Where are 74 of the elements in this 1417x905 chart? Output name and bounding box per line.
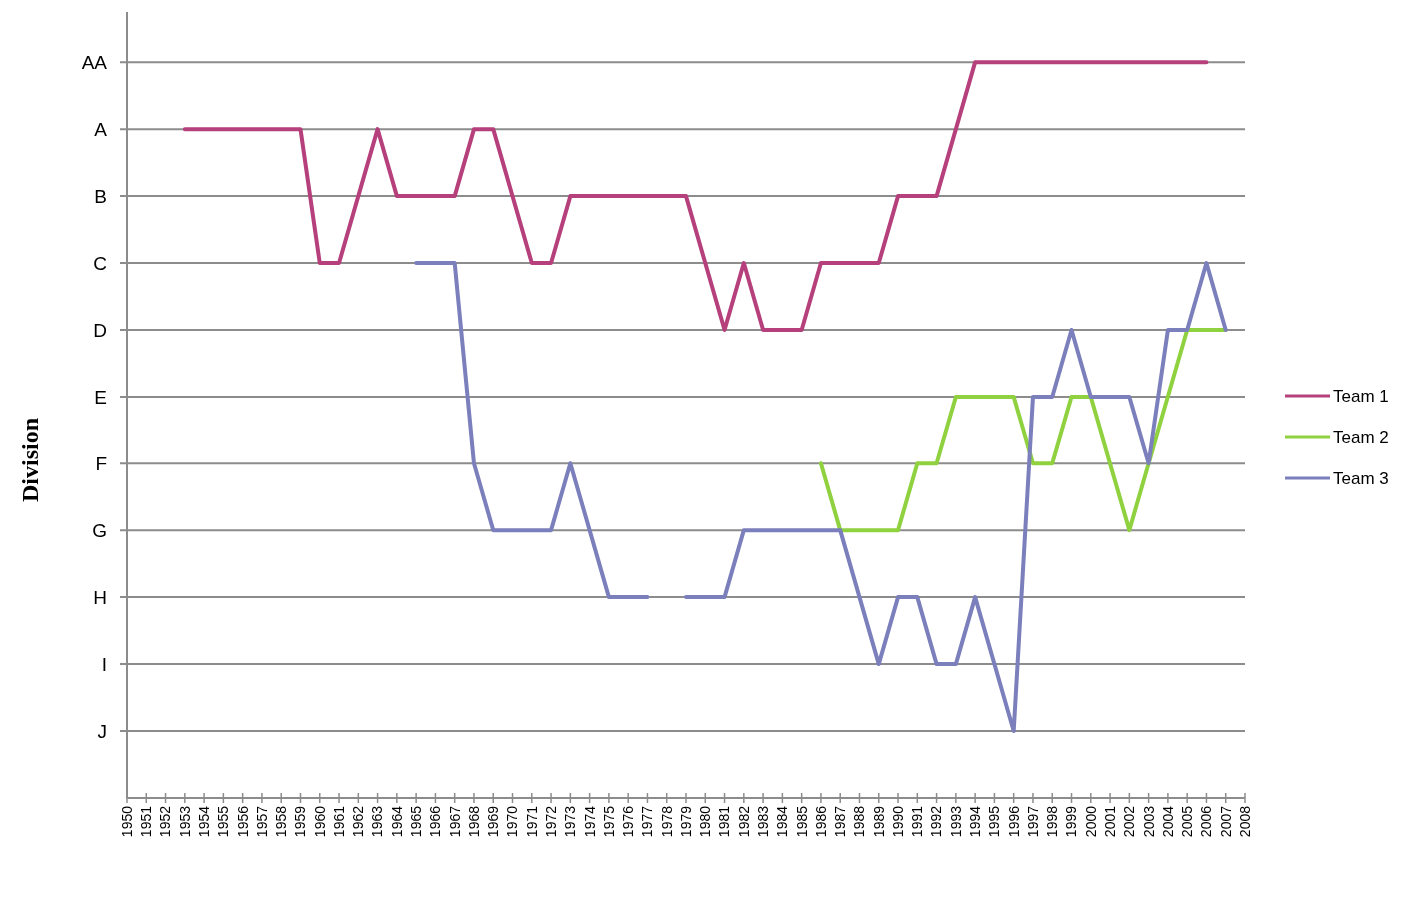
x-tick-label: 1977: [639, 805, 656, 838]
ref-line-label: A: [94, 118, 108, 140]
x-tick-label: 1967: [446, 805, 463, 838]
x-tick-label: 1998: [1044, 805, 1061, 838]
x-tick-label: 2000: [1082, 805, 1099, 838]
legend-label: Team 1: [1333, 386, 1389, 406]
legend-label: Team 3: [1333, 468, 1389, 488]
x-tick-label: 2006: [1198, 805, 1215, 838]
ref-line-label: E: [94, 386, 107, 408]
x-tick-label: 1955: [215, 805, 232, 838]
x-tick-label: 1969: [485, 805, 502, 838]
x-tick-label: 1978: [658, 805, 675, 838]
x-tick-label: 1970: [504, 805, 521, 838]
x-tick-label: 1954: [196, 805, 212, 838]
x-tick-label: 1996: [1005, 805, 1022, 838]
x-tick-label: 1989: [870, 805, 887, 838]
x-tick-label: 1990: [889, 805, 906, 838]
ref-line-label: AA: [81, 51, 108, 73]
legend-label: Team 2: [1333, 427, 1389, 447]
x-tick-label: 2007: [1217, 805, 1234, 838]
x-tick-label: 1965: [408, 805, 425, 838]
x-tick-label: 1953: [176, 805, 193, 838]
x-tick-label: 1957: [253, 805, 270, 838]
x-tick-label: 1976: [620, 805, 637, 838]
x-tick-label: 1982: [735, 805, 752, 838]
x-tick-label: 1997: [1024, 805, 1041, 838]
ref-line-label: H: [93, 586, 107, 608]
x-tick-label: 1972: [542, 805, 559, 838]
x-tick-label: 1988: [851, 805, 868, 838]
y-axis-title: Division: [17, 417, 44, 503]
x-tick-label: 1995: [986, 805, 1003, 838]
x-tick-label: 1964: [388, 805, 405, 838]
x-tick-label: 1966: [427, 805, 444, 838]
ref-line-label: F: [95, 452, 107, 474]
x-tick-label: 1951: [138, 805, 155, 838]
x-tick-label: 1958: [273, 805, 290, 838]
x-tick-label: 1956: [234, 805, 251, 838]
x-tick-label: 1985: [793, 805, 810, 838]
x-tick-label: 1986: [812, 805, 829, 838]
x-tick-label: 2008: [1236, 805, 1253, 838]
x-tick-label: 1959: [292, 805, 309, 838]
x-tick-label: 1979: [677, 805, 694, 838]
x-tick-label: 1974: [581, 805, 598, 838]
x-tick-label: 1984: [774, 805, 791, 838]
ref-line-label: C: [93, 252, 107, 274]
x-tick-label: 2001: [1101, 805, 1118, 838]
x-tick-label: 2003: [1140, 805, 1157, 838]
ref-line-label: B: [94, 185, 107, 207]
ref-line-label: G: [92, 519, 107, 541]
x-tick-label: 1993: [947, 805, 964, 838]
x-tick-label: 1971: [523, 805, 540, 838]
x-tick-label: 1950: [118, 805, 135, 838]
x-tick-label: 1961: [330, 805, 347, 838]
x-tick-label: 1963: [369, 805, 386, 838]
x-tick-label: 1983: [755, 805, 771, 838]
ref-line-label: I: [101, 653, 107, 675]
x-tick-label: 1973: [562, 805, 579, 838]
x-tick-label: 2002: [1121, 805, 1138, 838]
x-tick-label: 1991: [909, 805, 926, 838]
x-tick-label: 1994: [967, 805, 984, 838]
x-tick-label: 1968: [465, 805, 482, 838]
x-tick-label: 1952: [157, 805, 174, 838]
x-tick-label: 1960: [311, 805, 328, 838]
x-tick-label: 1962: [350, 805, 367, 838]
x-tick-label: 1987: [832, 805, 849, 838]
x-tick-label: 1992: [928, 805, 945, 838]
ref-line-label: D: [93, 319, 107, 341]
x-tick-label: 2004: [1159, 805, 1176, 838]
x-tick-label: 1980: [697, 805, 714, 838]
x-tick-label: 2005: [1179, 805, 1196, 838]
x-tick-label: 1981: [716, 805, 733, 838]
x-tick-label: 1975: [600, 805, 617, 838]
x-tick-label: 1999: [1063, 805, 1080, 838]
ref-line-label: J: [97, 720, 107, 742]
